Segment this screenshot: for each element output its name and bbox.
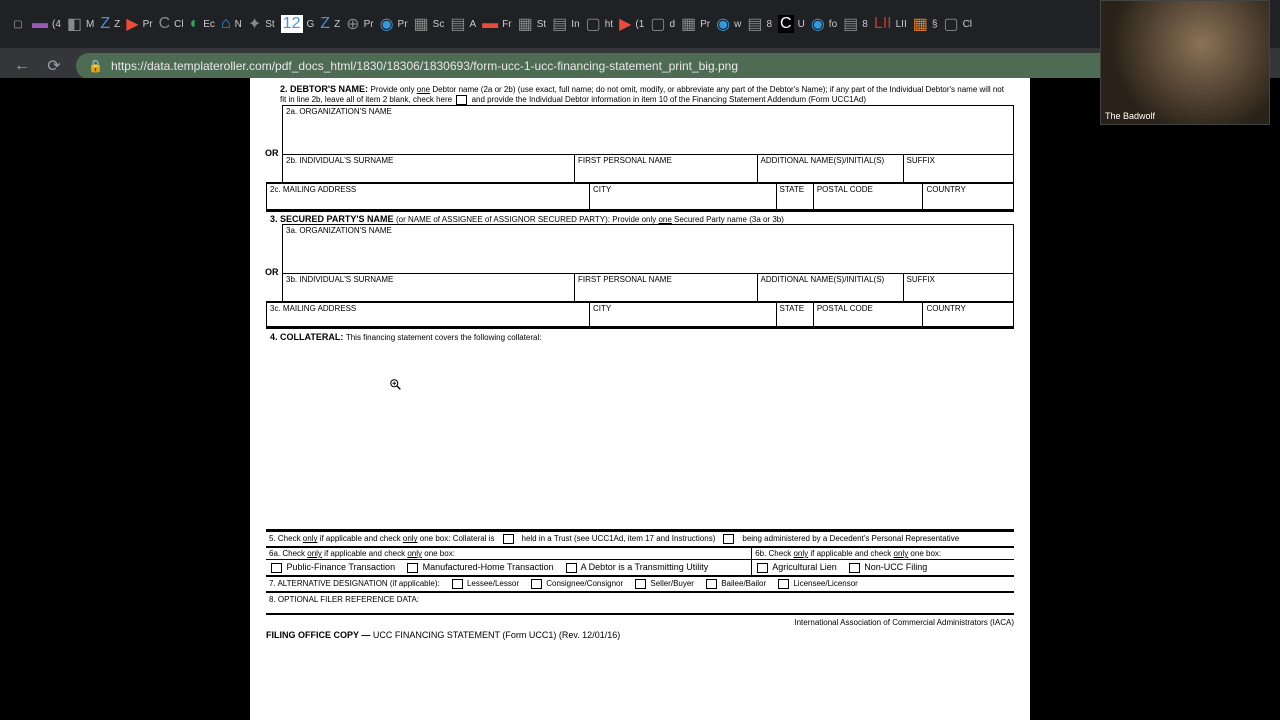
tab-14[interactable]: ▬Fr: [482, 15, 513, 33]
label-city-3: CITY: [590, 303, 776, 314]
tab-18[interactable]: ▶(1: [619, 14, 646, 34]
label-country-2: COUNTRY: [923, 184, 1013, 195]
tab-28[interactable]: ▢Cl: [943, 14, 974, 34]
tab-0[interactable]: ▬(4: [32, 15, 63, 33]
tab-17[interactable]: ▢ht: [586, 14, 615, 34]
tab-9[interactable]: ZZ: [320, 15, 342, 33]
tab-12[interactable]: ▦Sc: [414, 14, 447, 34]
label-additional-2: ADDITIONAL NAME(S)/INITIAL(S): [758, 155, 903, 166]
checkbox-2[interactable]: [456, 95, 467, 105]
tab-26[interactable]: LIILII: [874, 15, 909, 33]
label-firstname-3: FIRST PERSONAL NAME: [575, 274, 757, 285]
label-3c: 3c. MAILING ADDRESS: [267, 303, 589, 314]
back-button[interactable]: ←: [12, 56, 32, 76]
tab-2[interactable]: ZZ: [100, 15, 122, 33]
cb-6a1[interactable]: [271, 563, 282, 573]
tab-11[interactable]: ◉Pr: [380, 14, 410, 34]
footer-copy: FILING OFFICE COPY — UCC FINANCING STATE…: [266, 630, 1014, 640]
cb-5b[interactable]: [723, 534, 734, 544]
section-2-instruction: Provide only one Debtor name (2a or 2b) …: [280, 85, 1004, 104]
tab-24[interactable]: ◉fo: [811, 14, 839, 34]
label-postal-2: POSTAL CODE: [814, 184, 923, 195]
label-3a: 3a. ORGANIZATION'S NAME: [283, 225, 1013, 236]
cb-7e[interactable]: [778, 579, 789, 589]
tab-7[interactable]: ✦St: [248, 14, 277, 34]
label-state-3: STATE: [777, 303, 813, 314]
webcam-name: The Badwolf: [1105, 111, 1155, 121]
section-2-title: 2. DEBTOR'S NAME:: [280, 84, 368, 94]
tab-8[interactable]: 12G: [281, 15, 317, 33]
section-7-title: 7. ALTERNATIVE DESIGNATION (if applicabl…: [269, 579, 440, 588]
footer-iaca: International Association of Commercial …: [266, 615, 1014, 630]
window-icon[interactable]: ▢: [8, 14, 28, 34]
label-firstname-2: FIRST PERSONAL NAME: [575, 155, 757, 166]
cb-7c[interactable]: [635, 579, 646, 589]
cb-6b2[interactable]: [849, 563, 860, 573]
or-label-2: OR: [265, 148, 279, 158]
magnify-cursor: [389, 378, 403, 392]
tab-22[interactable]: ▤8: [747, 14, 774, 34]
tab-23[interactable]: CU: [778, 15, 807, 33]
label-city-2: CITY: [590, 184, 776, 195]
tab-4[interactable]: CCl: [159, 15, 186, 33]
webcam-overlay: The Badwolf: [1100, 0, 1270, 125]
ucc-form: 2. DEBTOR'S NAME: Provide only one Debto…: [250, 78, 1030, 720]
tab-10[interactable]: ⊕Pr: [346, 14, 375, 34]
section-3-instruction: (or NAME of ASSIGNEE of ASSIGNOR SECURED…: [396, 215, 784, 224]
section-5: 5. Check only if applicable and check on…: [269, 534, 495, 543]
browser-tab-bar: ▢ ▬(4 ◧M ZZ ▶Pr CCl ◐Ec ⌂N ✦St 12G ZZ ⊕P…: [0, 0, 1280, 48]
section-6a: 6a. Check only if applicable and check o…: [266, 548, 751, 559]
tab-6[interactable]: ⌂N: [221, 15, 244, 33]
label-state-2: STATE: [777, 184, 813, 195]
label-suffix-3: SUFFIX: [904, 274, 1014, 285]
url-text: https://data.templateroller.com/pdf_docs…: [111, 59, 738, 73]
label-2b: 2b. INDIVIDUAL'S SURNAME: [283, 155, 574, 166]
cb-7b[interactable]: [531, 579, 542, 589]
cb-7d[interactable]: [706, 579, 717, 589]
tab-1[interactable]: ◧M: [67, 14, 96, 34]
lock-icon: 🔒: [88, 59, 103, 73]
label-postal-3: POSTAL CODE: [814, 303, 923, 314]
section-3-title: 3. SECURED PARTY'S NAME: [270, 214, 394, 224]
cb-5a[interactable]: [503, 534, 514, 544]
cb-6a2[interactable]: [407, 563, 418, 573]
tab-27[interactable]: ▦§: [913, 14, 940, 34]
tab-20[interactable]: ▦Pr: [681, 14, 712, 34]
tab-3[interactable]: ▶Pr: [126, 14, 154, 34]
cb-6b1[interactable]: [757, 563, 768, 573]
section-6b: 6b. Check only if applicable and check o…: [752, 548, 1014, 559]
label-2a: 2a. ORGANIZATION'S NAME: [283, 106, 1013, 117]
tab-13[interactable]: ▤A: [450, 14, 478, 34]
or-label-3: OR: [265, 267, 279, 277]
cb-7a[interactable]: [452, 579, 463, 589]
tab-15[interactable]: ▦St: [518, 14, 549, 34]
label-additional-3: ADDITIONAL NAME(S)/INITIAL(S): [758, 274, 903, 285]
section-4-title: 4. COLLATERAL:: [270, 332, 343, 342]
label-suffix-2: SUFFIX: [904, 155, 1014, 166]
tab-19[interactable]: ▢d: [650, 14, 677, 34]
label-3b: 3b. INDIVIDUAL'S SURNAME: [283, 274, 574, 285]
reload-button[interactable]: ⟳: [44, 56, 64, 76]
tab-16[interactable]: ▤In: [552, 14, 581, 34]
section-4-instruction: This financing statement covers the foll…: [346, 333, 542, 342]
tab-25[interactable]: ▤8: [843, 14, 870, 34]
cb-6a3[interactable]: [566, 563, 577, 573]
tab-5[interactable]: ◐Ec: [190, 15, 217, 33]
page-content: 2. DEBTOR'S NAME: Provide only one Debto…: [0, 78, 1280, 720]
tab-21[interactable]: ◉w: [716, 14, 743, 34]
address-bar[interactable]: 🔒 https://data.templateroller.com/pdf_do…: [76, 53, 1268, 79]
label-2c: 2c. MAILING ADDRESS: [267, 184, 589, 195]
section-8: 8. OPTIONAL FILER REFERENCE DATA:: [266, 591, 1014, 615]
label-country-3: COUNTRY: [923, 303, 1013, 314]
